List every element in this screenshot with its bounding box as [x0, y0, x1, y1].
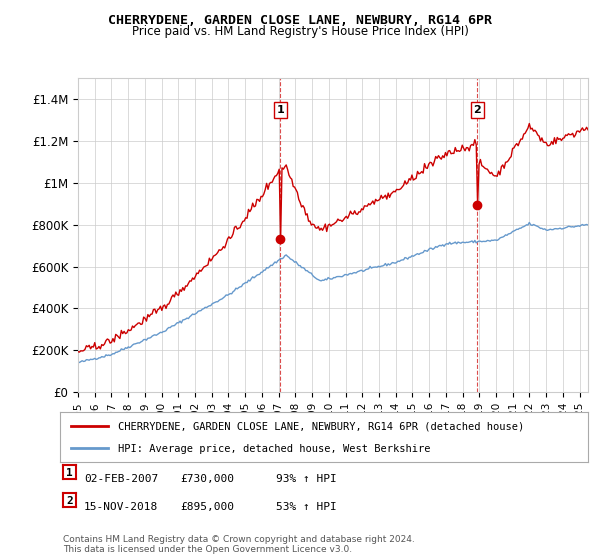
- Text: Price paid vs. HM Land Registry's House Price Index (HPI): Price paid vs. HM Land Registry's House …: [131, 25, 469, 38]
- Text: 2: 2: [66, 496, 73, 506]
- Text: 15-NOV-2018: 15-NOV-2018: [84, 502, 158, 512]
- Text: 1: 1: [276, 105, 284, 115]
- Text: £730,000: £730,000: [180, 474, 234, 484]
- Text: Contains HM Land Registry data © Crown copyright and database right 2024.
This d: Contains HM Land Registry data © Crown c…: [63, 535, 415, 554]
- Text: CHERRYDENE, GARDEN CLOSE LANE, NEWBURY, RG14 6PR (detached house): CHERRYDENE, GARDEN CLOSE LANE, NEWBURY, …: [118, 422, 524, 432]
- Text: CHERRYDENE, GARDEN CLOSE LANE, NEWBURY, RG14 6PR: CHERRYDENE, GARDEN CLOSE LANE, NEWBURY, …: [108, 14, 492, 27]
- Text: 53% ↑ HPI: 53% ↑ HPI: [276, 502, 337, 512]
- Text: 93% ↑ HPI: 93% ↑ HPI: [276, 474, 337, 484]
- Text: 1: 1: [66, 468, 73, 478]
- Text: 02-FEB-2007: 02-FEB-2007: [84, 474, 158, 484]
- Text: 2: 2: [473, 105, 481, 115]
- Text: HPI: Average price, detached house, West Berkshire: HPI: Average price, detached house, West…: [118, 444, 431, 454]
- Text: £895,000: £895,000: [180, 502, 234, 512]
